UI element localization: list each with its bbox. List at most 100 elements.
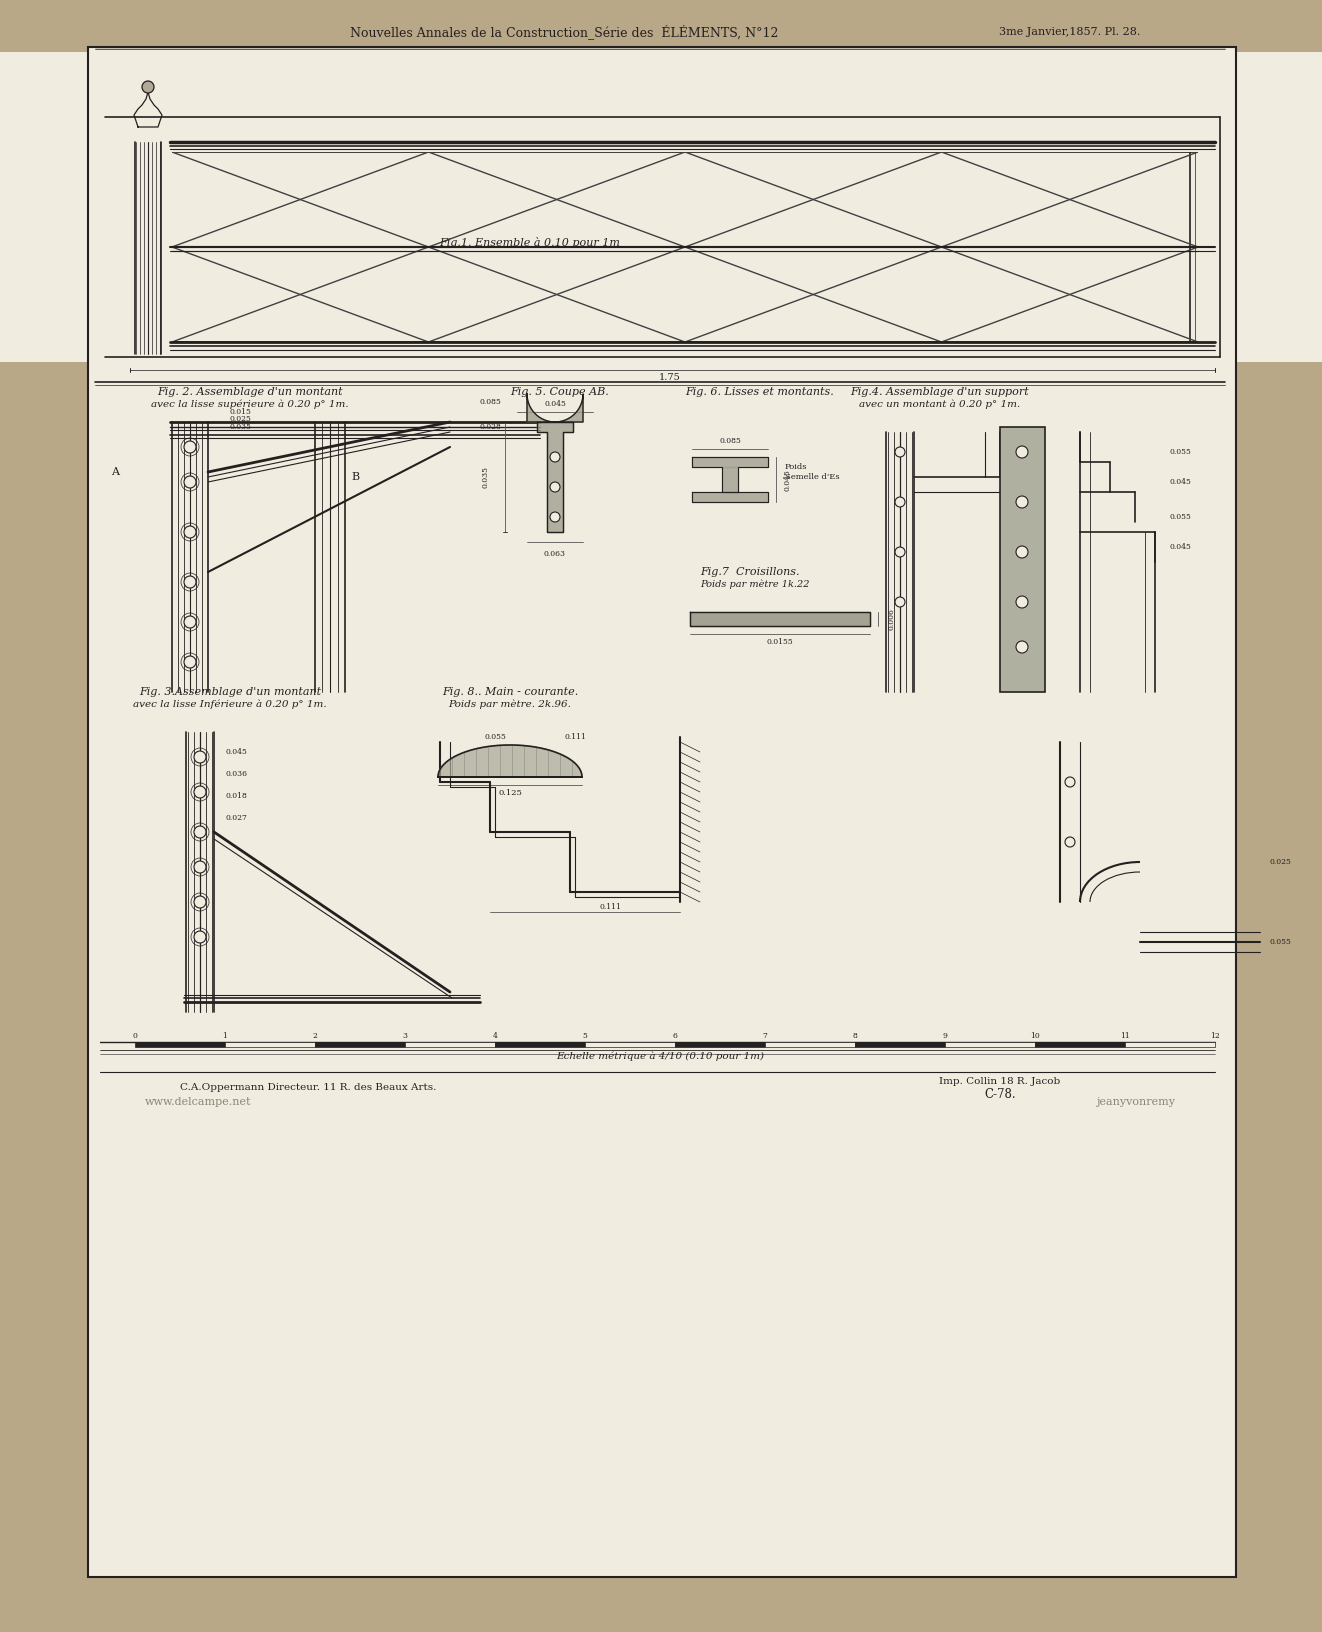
Text: 0.055: 0.055 [1270,938,1292,947]
Text: Poids par mètre 1k.22: Poids par mètre 1k.22 [701,579,809,589]
Text: 10: 10 [1030,1031,1040,1040]
Circle shape [1017,641,1029,653]
Text: 3me Janvier,1857. Pl. 28.: 3me Janvier,1857. Pl. 28. [998,28,1140,38]
Circle shape [184,615,196,628]
Polygon shape [722,467,738,491]
Text: C-78.: C-78. [984,1087,1015,1100]
Circle shape [184,526,196,539]
Text: 0.055: 0.055 [1170,449,1192,455]
Circle shape [141,82,153,93]
Text: Fig. 5. Coupe AB.: Fig. 5. Coupe AB. [510,387,609,397]
Text: 0.035: 0.035 [481,467,489,488]
Text: 0.035: 0.035 [230,423,253,431]
Text: 0.018: 0.018 [225,792,247,800]
Text: Imp. Collin 18 R. Jacob: Imp. Collin 18 R. Jacob [940,1077,1060,1087]
Text: Fig.7  Croisillons.: Fig.7 Croisillons. [701,566,800,578]
Polygon shape [438,746,582,777]
Text: 12: 12 [1210,1031,1220,1040]
Text: 1: 1 [222,1031,227,1040]
Text: C.A.Oppermann Directeur. 11 R. des Beaux Arts.: C.A.Oppermann Directeur. 11 R. des Beaux… [180,1084,436,1092]
Text: POIDS  par mètre  18f: POIDS par mètre 18f [342,98,498,111]
Text: 0.045: 0.045 [784,468,792,491]
Text: 11: 11 [1120,1031,1130,1040]
Text: 0.063: 0.063 [543,550,566,558]
Polygon shape [690,612,870,627]
Text: Fig. 6. Lisses et montants.: Fig. 6. Lisses et montants. [686,387,834,397]
Text: Nouvelles Annales de la Construction_Série des  ÉLÉMENTS, N°12: Nouvelles Annales de la Construction_Sér… [350,24,779,39]
Text: 7: 7 [763,1031,768,1040]
Bar [0,132,172,362]
Bar [676,1041,765,1048]
Text: 0.045: 0.045 [1170,543,1192,552]
Text: avec la lisse Inférieure à 0.20 p° 1m.: avec la lisse Inférieure à 0.20 p° 1m. [134,698,327,708]
Text: PRIX  par mètre  22f 50 à 25f.: PRIX par mètre 22f 50 à 25f. [654,98,866,111]
Bar [89,47,1236,1577]
Circle shape [1017,496,1029,508]
Text: 0.055: 0.055 [1170,512,1192,521]
Circle shape [895,597,906,607]
Text: 0.015: 0.015 [230,408,253,416]
Circle shape [895,547,906,557]
Bar [586,1041,676,1048]
Text: Echelle Anglaise à 4/10e 0.05.: Echelle Anglaise à 4/10e 0.05. [190,54,329,64]
Bar [0,343,1322,362]
Text: 0.085: 0.085 [719,437,740,446]
Circle shape [184,441,196,454]
Bar [315,1041,405,1048]
Circle shape [184,477,196,488]
Bar [405,1041,494,1048]
Text: 0.025: 0.025 [230,415,253,423]
Polygon shape [691,491,768,503]
Circle shape [1017,596,1029,609]
Text: Poids par mètre. 2k.96.: Poids par mètre. 2k.96. [448,698,571,708]
Circle shape [194,930,206,943]
Text: Poids
Semelle d'Es: Poids Semelle d'Es [785,463,839,480]
Bar [999,428,1044,692]
Circle shape [550,452,561,462]
Text: jeanyvonremy: jeanyvonremy [1096,1097,1175,1106]
Text: par M. CROIZETTE DESNOYERS  -  Chemin de fer de St. Germain à Roanne.: par M. CROIZETTE DESNOYERS - Chemin de f… [443,85,878,96]
Bar [135,1041,225,1048]
Circle shape [184,576,196,588]
Text: avec la lisse supérieure à 0.20 p° 1m.: avec la lisse supérieure à 0.20 p° 1m. [151,400,349,408]
Text: 0.111: 0.111 [564,733,586,741]
Circle shape [194,787,206,798]
Text: www.delcampe.net: www.delcampe.net [145,1097,251,1106]
Text: Fig.4. Assemblage d'un support: Fig.4. Assemblage d'un support [850,387,1030,397]
Text: 0.055: 0.055 [484,733,506,741]
Circle shape [184,656,196,667]
Text: 0.027: 0.027 [225,814,247,823]
Text: 0.125: 0.125 [498,788,522,796]
Text: 8: 8 [853,1031,858,1040]
Text: A: A [111,467,119,477]
Text: 3: 3 [402,1031,407,1040]
Text: 0.006: 0.006 [888,609,896,630]
Bar [0,52,1322,152]
Text: 0.085: 0.085 [479,398,501,406]
Circle shape [895,498,906,508]
Text: 0.045: 0.045 [545,400,566,408]
Bar [89,47,1236,1577]
Circle shape [1066,837,1075,847]
Text: 5: 5 [583,1031,587,1040]
Text: Fig. 8.. Main - courante.: Fig. 8.. Main - courante. [442,687,578,697]
Polygon shape [691,457,768,467]
Polygon shape [537,423,572,532]
Circle shape [194,862,206,873]
Bar [494,1041,586,1048]
Text: Fig. 3.Assemblage d'un montant: Fig. 3.Assemblage d'un montant [139,687,321,697]
Bar [855,1041,945,1048]
Text: Echelle métrique à 4/10 (0.10 pour 1m): Echelle métrique à 4/10 (0.10 pour 1m) [557,1051,764,1061]
Bar [1198,132,1322,362]
Text: 6: 6 [673,1031,677,1040]
Text: B: B [350,472,360,481]
Text: 0.045: 0.045 [225,747,247,756]
Circle shape [194,896,206,907]
Circle shape [550,512,561,522]
Circle shape [1066,777,1075,787]
Text: 0.0155: 0.0155 [767,638,793,646]
Text: 4: 4 [493,1031,497,1040]
Text: 0.036: 0.036 [225,770,247,778]
Text: 0.111: 0.111 [599,902,621,911]
Bar [1125,1041,1215,1048]
